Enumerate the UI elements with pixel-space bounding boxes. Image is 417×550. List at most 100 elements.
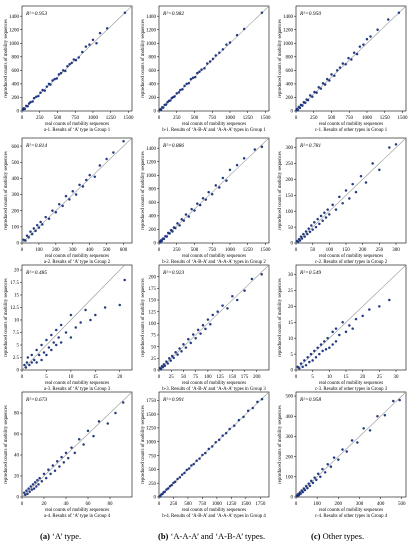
chart-1-r2-label: R²=0.953 — [25, 11, 47, 17]
chart-7-ytick-label-5: 12.5 — [10, 306, 19, 311]
chart-10-ytick-label-2: 40 — [14, 454, 20, 459]
chart-3-point-20 — [328, 79, 331, 82]
chart-3-ytick-label-3: 600 — [286, 69, 294, 74]
chart-6-point-24 — [331, 203, 334, 207]
chart-8-xtick-label-4: 100 — [204, 375, 212, 380]
chart-9-xtick-label-1: 5 — [311, 375, 314, 380]
chart-10-point-5 — [28, 490, 31, 494]
caption-b-letter: (b) — [158, 531, 169, 541]
caption-a-text: ‘A’ type. — [52, 531, 82, 541]
chart-4-point-11 — [41, 223, 44, 226]
chart-1-point-14 — [45, 85, 49, 88]
chart-5-point-34 — [242, 157, 246, 160]
chart-10-xtick-label-0: 0 — [21, 502, 24, 507]
chart-3-ytick-label-0: 0 — [291, 110, 294, 115]
chart-12-point-16 — [313, 476, 316, 479]
chart-4-diagonal — [21, 137, 133, 244]
chart-11-point-10 — [172, 481, 175, 485]
chart-2-point-33 — [225, 43, 228, 46]
chart-8-point-31 — [226, 307, 229, 310]
chart-10-point-28 — [70, 446, 73, 449]
chart-7-point-17 — [50, 333, 53, 337]
chart-3-point-29 — [352, 51, 356, 54]
chart-11-point-8 — [168, 484, 172, 488]
chart-8-xlabel: real counts of mobility sequences — [182, 381, 246, 386]
chart-4-point-4 — [29, 230, 32, 233]
chart-1-ytick-label-5: 1000 — [9, 42, 20, 47]
chart-11-point-19 — [192, 462, 195, 466]
chart-3-point-11 — [308, 94, 312, 97]
chart-5-point-32 — [228, 168, 232, 172]
chart-6-frame — [295, 137, 407, 244]
chart-6-ytick-label-1: 50 — [288, 226, 294, 231]
chart-4-point-27 — [98, 164, 102, 167]
chart-2-ytick-label-7: 1400 — [146, 15, 157, 20]
chart-11-point-14 — [180, 473, 184, 476]
chart-1-ytick-label-2: 400 — [12, 83, 20, 88]
caption-c: (c) Other types. — [311, 531, 364, 541]
chart-11-xtick-label-6: 1500 — [241, 502, 252, 507]
chart-2-ytick-label-1: 200 — [149, 96, 157, 101]
chart-11-ytick-label-3: 750 — [149, 454, 157, 459]
chart-6-point-32 — [359, 174, 363, 178]
chart-4-point-28 — [105, 157, 108, 161]
chart-6-point-10 — [307, 227, 310, 230]
chart-9-point-23 — [334, 340, 338, 343]
chart-11-xtick-label-4: 1000 — [212, 502, 223, 507]
chart-10-point-18 — [47, 468, 50, 471]
chart-3-xtick-label-0: 0 — [295, 116, 298, 121]
chart-5-frame — [158, 137, 270, 244]
chart-9-ytick-label-4: 20 — [288, 305, 294, 310]
chart-11-point-29 — [224, 431, 228, 435]
chart-1-point-19 — [55, 77, 59, 80]
chart-9-ytick-label-1: 5 — [291, 353, 294, 358]
chart-7-point-13 — [42, 351, 46, 354]
chart-8-point-9 — [169, 359, 172, 362]
chart-8-point-15 — [180, 350, 183, 353]
chart-1-point-8 — [32, 96, 36, 100]
chart-3-point-10 — [306, 98, 310, 102]
chart-5-point-29 — [218, 186, 221, 189]
chart-5-point-36 — [260, 145, 264, 149]
chart-6-point-25 — [334, 208, 338, 211]
chart-3-point-19 — [325, 77, 329, 81]
chart-10-xlabel: real counts of mobility sequences — [45, 508, 109, 513]
caption-a-letter: (a) — [40, 531, 50, 541]
chart-10-point-36 — [114, 411, 117, 415]
chart-11-point-7 — [167, 487, 170, 490]
chart-4-point-10 — [39, 220, 42, 224]
chart-9-ytick-label-5: 25 — [288, 289, 294, 294]
caption-b-text: ‘A-A-A’ and ‘A-B-A’ types. — [170, 531, 266, 541]
chart-11-point-11 — [173, 480, 177, 484]
chart-9-point-10 — [313, 349, 316, 353]
chart-2-ytick-label-0: 0 — [154, 110, 157, 115]
chart-10-point-33 — [92, 434, 95, 438]
chart-5-xtick-label-0: 0 — [158, 248, 161, 253]
chart-1-point-21 — [59, 71, 63, 75]
chart-4-xlabel: real counts of mobility sequences — [45, 254, 109, 259]
chart-12-point-25 — [337, 458, 340, 461]
chart-7-point-6 — [30, 361, 34, 364]
chart-10-point-1 — [24, 493, 27, 497]
chart-9-xlabel: real counts of mobility sequences — [319, 381, 383, 386]
chart-6-xtick-label-5: 250 — [376, 248, 384, 253]
chart-5-point-33 — [235, 163, 239, 167]
chart-2-point-16 — [181, 88, 184, 91]
chart-2-point-28 — [208, 60, 212, 63]
chart-5-ytick-label-3: 600 — [149, 201, 157, 206]
chart-10-point-0 — [22, 491, 26, 495]
chart-6-point-21 — [324, 216, 328, 219]
chart-11-ytick-label-2: 500 — [149, 468, 157, 473]
chart-11-point-24 — [207, 447, 211, 451]
chart-3-point-27 — [347, 56, 350, 60]
chart-4-point-2 — [25, 234, 29, 237]
chart-8-point-29 — [216, 310, 219, 313]
chart-4-point-23 — [81, 185, 85, 188]
chart-5-ytick-label-7: 1400 — [146, 147, 157, 152]
chart-6-point-29 — [348, 197, 351, 200]
chart-2-xtick-label-1: 250 — [173, 116, 181, 121]
chart-9-point-8 — [309, 352, 313, 356]
chart-3-ytick-label-5: 1000 — [283, 42, 294, 47]
chart-8-ytick-label-3: 75 — [151, 334, 157, 339]
chart-4-point-9 — [37, 226, 41, 229]
